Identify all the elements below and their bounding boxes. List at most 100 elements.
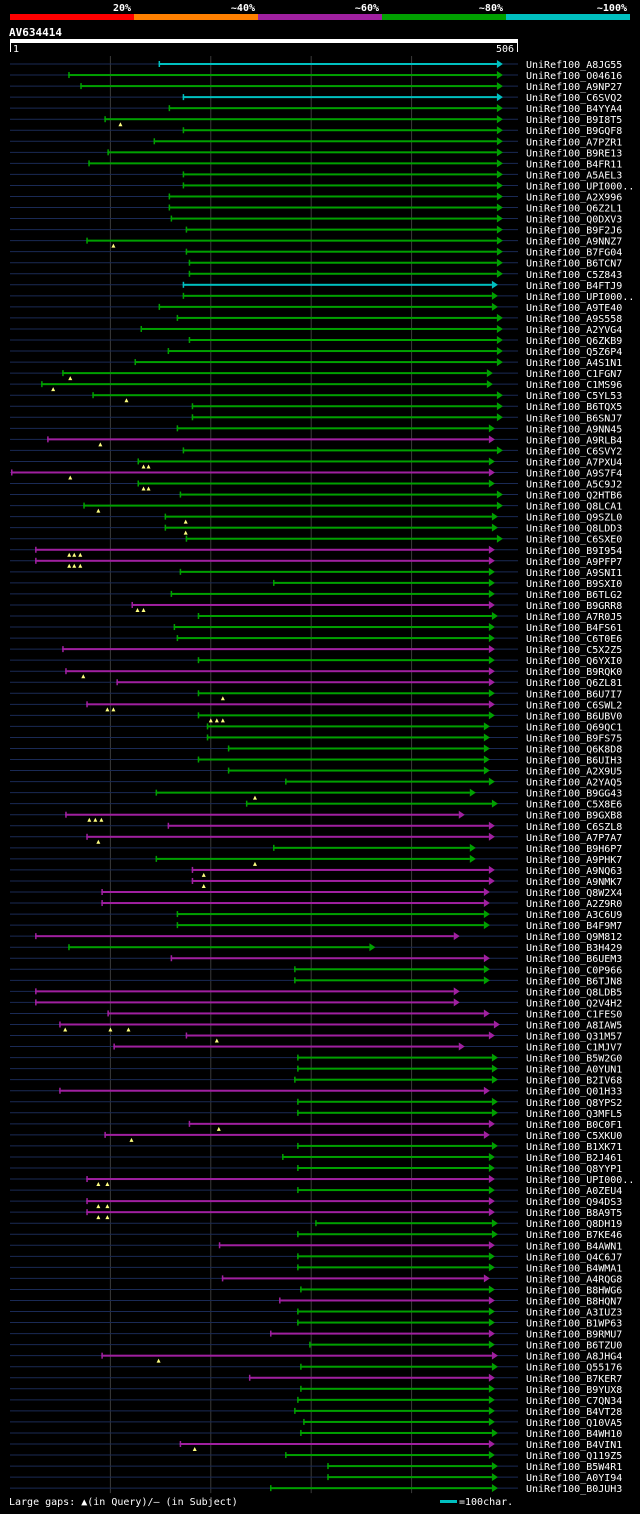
hit-label[interactable]: UniRef100_Q8YPS2 <box>526 1098 622 1109</box>
hit-row[interactable]: UniRef100_B7KE46 <box>10 1230 622 1241</box>
hit-label[interactable]: UniRef100_Q3MFL5 <box>526 1109 622 1120</box>
hit-row[interactable]: UniRef100_B0JUH3 <box>10 1484 622 1495</box>
hit-label[interactable]: UniRef100_Q6ZKB9 <box>526 336 622 347</box>
hit-label[interactable]: UniRef100_C1FES0 <box>526 1009 622 1020</box>
hit-label[interactable]: UniRef100_A9PHK7 <box>526 855 622 866</box>
hit-row[interactable]: UniRef100_UPI000.. <box>10 181 634 192</box>
hit-row[interactable]: UniRef100_Q5Z6P4 <box>10 347 622 358</box>
hit-row[interactable]: UniRef100_C6T0E6 <box>10 634 622 645</box>
hit-row[interactable]: UniRef100_A9S7F4 <box>10 468 622 480</box>
hit-label[interactable]: UniRef100_B9YUX8 <box>526 1385 622 1396</box>
hit-label[interactable]: UniRef100_B9GG43 <box>526 789 622 800</box>
hit-label[interactable]: UniRef100_Q119Z5 <box>526 1451 622 1462</box>
hit-label[interactable]: UniRef100_B4WH10 <box>526 1429 622 1440</box>
hit-row[interactable]: UniRef100_B6TLG2 <box>10 589 622 601</box>
hit-row[interactable]: UniRef100_A9NNZ7 <box>10 236 622 248</box>
hit-label[interactable]: UniRef100_C6SXE0 <box>526 535 622 546</box>
hit-row[interactable]: UniRef100_B8HQN7 <box>10 1296 622 1307</box>
hit-label[interactable]: UniRef100_A9S558 <box>526 314 622 325</box>
hit-row[interactable]: UniRef100_C5X8E6 <box>10 799 622 811</box>
hit-label[interactable]: UniRef100_B5W4R1 <box>526 1462 622 1473</box>
hit-label[interactable]: UniRef100_C1MJV7 <box>526 1043 622 1054</box>
hit-label[interactable]: UniRef100_Q10VA5 <box>526 1418 622 1429</box>
hit-row[interactable]: UniRef100_A0ZEU4 <box>10 1186 622 1197</box>
hit-label[interactable]: UniRef100_A2Z9R0 <box>526 899 622 910</box>
hit-label[interactable]: UniRef100_A2X9U5 <box>526 767 622 778</box>
hit-row[interactable]: UniRef100_A8JHG4 <box>10 1351 622 1363</box>
hit-row[interactable]: UniRef100_UPI000.. <box>10 291 634 303</box>
hit-row[interactable]: UniRef100_Q6YXI0 <box>10 656 622 667</box>
hit-label[interactable]: UniRef100_Q9M812 <box>526 932 622 943</box>
hit-label[interactable]: UniRef100_A8JG55 <box>526 60 622 71</box>
hit-row[interactable]: UniRef100_C5Z843 <box>10 269 622 281</box>
hit-row[interactable]: UniRef100_B9RQK0 <box>10 667 622 679</box>
hit-label[interactable]: UniRef100_B9H6P7 <box>526 844 622 855</box>
hit-label[interactable]: UniRef100_Q8YYP1 <box>526 1164 622 1175</box>
hit-label[interactable]: UniRef100_C5XKU0 <box>526 1131 622 1142</box>
hit-row[interactable]: UniRef100_B8HWG6 <box>10 1285 622 1296</box>
hit-label[interactable]: UniRef100_B8HWG6 <box>526 1285 622 1296</box>
hit-label[interactable]: UniRef100_A0ZEU4 <box>526 1186 622 1197</box>
hit-row[interactable]: UniRef100_A9TE40 <box>10 302 622 314</box>
hit-label[interactable]: UniRef100_C5X8E6 <box>526 800 622 811</box>
hit-label[interactable]: UniRef100_UPI000.. <box>526 1175 634 1186</box>
hit-label[interactable]: UniRef100_B4VIN1 <box>526 1440 622 1451</box>
hit-label[interactable]: UniRef100_B1WP63 <box>526 1319 622 1330</box>
hit-row[interactable]: UniRef100_A7PXU4 <box>10 457 622 469</box>
hit-row[interactable]: UniRef100_C1FES0 <box>10 1009 622 1020</box>
hit-label[interactable]: UniRef100_UPI000.. <box>526 181 634 192</box>
hit-label[interactable]: UniRef100_A2YVG4 <box>526 325 622 336</box>
hit-row[interactable]: UniRef100_B6UIH3 <box>10 755 622 767</box>
hit-label[interactable]: UniRef100_A9SNI1 <box>526 568 622 579</box>
hit-label[interactable]: UniRef100_B9GRR8 <box>526 601 622 612</box>
hit-label[interactable]: UniRef100_B4FS61 <box>526 623 622 634</box>
hit-label[interactable]: UniRef100_Q6K8D8 <box>526 744 622 755</box>
hit-row[interactable]: UniRef100_B5W4R1 <box>10 1462 622 1473</box>
hit-label[interactable]: UniRef100_B4FTJ9 <box>526 281 622 292</box>
hit-row[interactable]: UniRef100_B9I8T5 <box>10 115 622 127</box>
hit-label[interactable]: UniRef100_A9NMK7 <box>526 877 622 888</box>
hit-row[interactable]: UniRef100_Q6ZL81 <box>10 678 622 689</box>
hit-row[interactable]: UniRef100_B9I954 <box>10 545 622 557</box>
hit-label[interactable]: UniRef100_B9GXB8 <box>526 811 622 822</box>
hit-row[interactable]: UniRef100_A9S558 <box>10 313 622 325</box>
hit-label[interactable]: UniRef100_Q94DS3 <box>526 1197 622 1208</box>
hit-row[interactable]: UniRef100_C6SWL2 <box>10 700 622 712</box>
hit-row[interactable]: UniRef100_C1MS96 <box>10 380 622 392</box>
hit-label[interactable]: UniRef100_B4VT28 <box>526 1407 622 1418</box>
hit-row[interactable]: UniRef100_Q119Z5 <box>10 1451 622 1462</box>
hit-row[interactable]: UniRef100_A7R0J5 <box>10 612 622 623</box>
hit-label[interactable]: UniRef100_Q8W2X4 <box>526 888 622 899</box>
hit-label[interactable]: UniRef100_C6SVY2 <box>526 446 622 457</box>
hit-row[interactable]: UniRef100_B4F9M7 <box>10 921 622 932</box>
hit-row[interactable]: UniRef100_B2J461 <box>10 1152 622 1164</box>
hit-row[interactable]: UniRef100_C0P966 <box>10 965 622 976</box>
hit-row[interactable]: UniRef100_A0YUN1 <box>10 1064 622 1076</box>
hit-row[interactable]: UniRef100_B9RMU7 <box>10 1329 622 1341</box>
hit-label[interactable]: UniRef100_C6SVQ2 <box>526 93 622 104</box>
hit-label[interactable]: UniRef100_Q31M57 <box>526 1032 622 1043</box>
hit-row[interactable]: UniRef100_C5X2Z5 <box>10 645 622 656</box>
hit-row[interactable]: UniRef100_B0C0F1 <box>10 1119 622 1131</box>
hit-row[interactable]: UniRef100_B9RE13 <box>10 148 622 159</box>
hit-row[interactable]: UniRef100_A3C6U9 <box>10 910 622 921</box>
hit-row[interactable]: UniRef100_B4WMA1 <box>10 1263 622 1274</box>
hit-row[interactable]: UniRef100_Q2HTB6 <box>10 490 622 502</box>
hit-label[interactable]: UniRef100_B1XK71 <box>526 1142 622 1153</box>
hit-label[interactable]: UniRef100_A3IUZ3 <box>526 1308 622 1319</box>
hit-row[interactable]: UniRef100_B4VIN1 <box>10 1440 622 1451</box>
hit-row[interactable]: UniRef100_B6TJN8 <box>10 976 622 987</box>
hit-label[interactable]: UniRef100_Q01H33 <box>526 1087 622 1098</box>
hit-label[interactable]: UniRef100_A4RQG8 <box>526 1274 622 1285</box>
hit-label[interactable]: UniRef100_A7PZR1 <box>526 137 622 148</box>
hit-row[interactable]: UniRef100_B4YYA4 <box>10 104 622 115</box>
hit-label[interactable]: UniRef100_Q8DH19 <box>526 1219 622 1230</box>
hit-label[interactable]: UniRef100_B5W2G0 <box>526 1054 622 1065</box>
hit-label[interactable]: UniRef100_B8HQN7 <box>526 1296 622 1307</box>
hit-row[interactable]: UniRef100_B5W2G0 <box>10 1053 622 1065</box>
hit-row[interactable]: UniRef100_A9NMK7 <box>10 876 622 888</box>
hit-row[interactable]: UniRef100_Q31M57 <box>10 1031 622 1043</box>
hit-row[interactable]: UniRef100_A0YI94 <box>10 1473 622 1484</box>
hit-label[interactable]: UniRef100_Q69QC1 <box>526 722 622 733</box>
hit-label[interactable]: UniRef100_Q6ZL81 <box>526 678 622 689</box>
